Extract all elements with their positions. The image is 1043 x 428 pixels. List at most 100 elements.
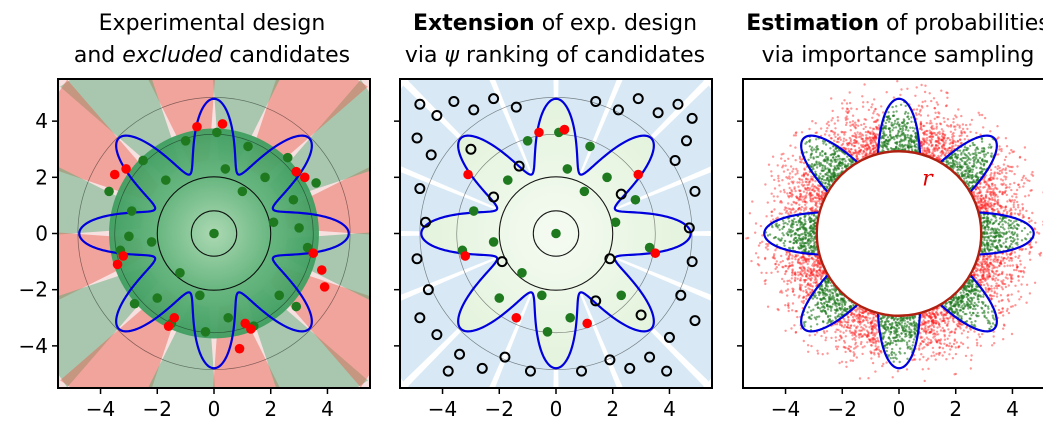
sample-point-red <box>920 104 923 108</box>
sample-point-green <box>804 220 807 223</box>
sample-point-red <box>797 296 800 299</box>
sample-point-green <box>892 110 895 114</box>
sample-point-red <box>982 273 985 277</box>
sample-point-red <box>919 332 922 335</box>
sample-point-red <box>813 261 816 264</box>
sample-point-red <box>928 320 931 323</box>
sample-point-red <box>818 198 821 201</box>
sample-point-red <box>935 122 938 126</box>
sample-point-red <box>864 310 867 313</box>
sample-point-red <box>759 224 763 228</box>
sample-point-red <box>929 139 932 142</box>
sample-point-red <box>938 351 942 355</box>
sample-point-red <box>866 330 870 334</box>
sample-point-red <box>777 174 780 178</box>
sample-point-red <box>786 288 790 291</box>
sample-point-green <box>967 157 970 160</box>
sample-point-green <box>911 344 914 347</box>
sample-point-red <box>998 172 1002 176</box>
sample-point-red <box>845 115 848 118</box>
sample-point-red <box>989 178 993 182</box>
sample-point-red <box>819 127 823 130</box>
sample-point-red <box>861 137 864 141</box>
sample-point-red <box>797 274 800 277</box>
sample-point-red <box>859 321 862 324</box>
sample-point-red <box>811 271 814 274</box>
sample-point-red <box>1010 276 1013 279</box>
sample-point-red <box>976 201 980 204</box>
sample-point-red <box>829 137 833 140</box>
sample-point-red <box>866 319 869 322</box>
sample-point-red <box>811 206 814 209</box>
sample-point-red <box>794 273 797 276</box>
sample-point-red <box>963 131 967 134</box>
sample-point-red <box>799 286 802 289</box>
sample-point-green <box>1004 240 1008 243</box>
sample-point-red <box>951 133 954 136</box>
sample-point-red <box>806 189 809 192</box>
sample-point-red <box>1008 209 1011 212</box>
sample-point-green <box>991 322 995 325</box>
sample-point-green <box>901 317 904 321</box>
sample-point-green <box>887 140 890 143</box>
sample-point-red <box>934 338 937 341</box>
sample-point-green <box>836 315 839 318</box>
sample-point-red <box>853 152 856 155</box>
sample-point-red <box>788 177 791 180</box>
sample-point-green <box>976 158 980 161</box>
sample-point-green <box>821 309 824 313</box>
sample-point-red <box>855 317 859 320</box>
sample-point-red <box>798 288 802 291</box>
sample-point-red <box>798 283 802 286</box>
sample-point-red <box>802 278 806 282</box>
sample-point-red <box>858 313 861 317</box>
sample-point-green <box>894 340 898 343</box>
sample-point-red <box>773 208 776 211</box>
sample-point-red <box>845 325 848 329</box>
sample-point-green <box>895 134 898 137</box>
sample-point-red <box>867 108 871 112</box>
sample-point-red <box>984 207 987 210</box>
sample-point-green <box>791 226 794 229</box>
series-1 <box>109 119 330 354</box>
sample-point-red <box>859 150 862 153</box>
sample-point-red <box>814 207 818 211</box>
candidate-point <box>590 95 602 107</box>
sample-point-green <box>956 165 959 169</box>
sample-point-red <box>959 322 962 325</box>
sample-point-red <box>998 190 1001 194</box>
sample-point-red <box>844 147 847 151</box>
sample-point-red <box>941 132 944 135</box>
sample-point-red <box>938 112 941 115</box>
sample-point-green <box>1003 228 1006 231</box>
sample-point-red <box>815 131 818 134</box>
sample-point-red <box>933 117 936 121</box>
sample-point-red <box>811 208 814 211</box>
sample-point-red <box>1004 178 1007 181</box>
sample-point-red <box>877 355 881 358</box>
sample-point-red <box>980 199 983 202</box>
sample-point-red <box>830 129 833 133</box>
sample-point-red <box>814 131 817 135</box>
sample-point-red <box>915 108 919 111</box>
sample-point-red <box>995 193 998 197</box>
sample-point-red <box>972 190 976 194</box>
sample-point-red <box>852 354 856 357</box>
sample-point-red <box>809 196 812 200</box>
sample-point-green <box>879 323 883 326</box>
sample-point-red <box>806 178 810 181</box>
sample-point-red <box>784 304 787 307</box>
sample-point-red <box>818 190 821 193</box>
sample-point-green <box>980 140 984 143</box>
data-point <box>274 290 285 301</box>
sample-point-red <box>834 127 837 130</box>
sample-point-red <box>861 346 864 349</box>
sample-point-green <box>808 220 812 223</box>
sample-point-red <box>862 315 866 319</box>
sample-point-green <box>847 162 850 166</box>
sample-point-green <box>983 162 986 165</box>
sample-point-red <box>806 183 809 187</box>
sample-point-red <box>781 259 784 263</box>
sample-point-red <box>863 83 866 86</box>
sample-point-red <box>801 296 805 299</box>
